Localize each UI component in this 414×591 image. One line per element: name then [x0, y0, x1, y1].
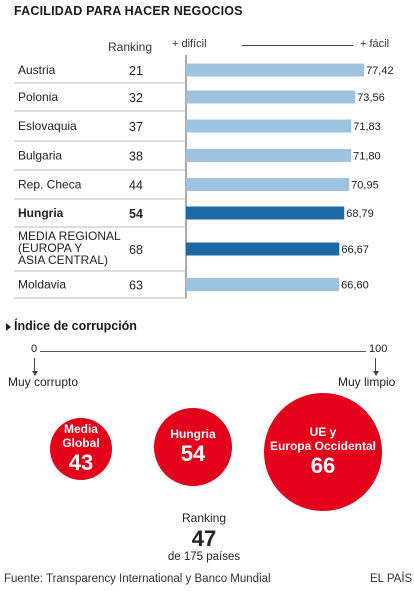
bar [186, 149, 352, 162]
bubble-label: Media [63, 422, 98, 437]
bubble-label: Europa Occidental [269, 439, 376, 454]
corruption-bubble: UE y Europa Occidental 66 [264, 393, 382, 511]
bar-value-label: 66,67 [341, 244, 369, 256]
ranking-total: de 175 países [167, 551, 241, 563]
ranking-column-header: Ranking [108, 40, 153, 54]
bar [186, 119, 352, 133]
bar [186, 206, 345, 220]
scale-max-label: + fácil [360, 38, 390, 50]
corruption-bubble: Hungria 54 [153, 407, 233, 487]
corruption-axis-line [36, 351, 375, 352]
bar [186, 63, 365, 77]
ranking-value: 38 [129, 150, 143, 164]
country-label: Eslovaquia [18, 119, 77, 133]
axis-min-label: Muy corrupto [8, 375, 79, 389]
bubble-value: 66 [310, 453, 336, 479]
business-ease-bar-chart: 77,42 21 Austria 73,56 32 Polonia 71,83 37 Eslov… [14, 55, 394, 299]
corruption-bubble: Media Global 43 [49, 417, 113, 481]
country-label: Hungria [18, 206, 64, 220]
axis-max-label: Muy limpio [338, 375, 396, 389]
bar [186, 242, 340, 256]
ranking-value: 37 [129, 120, 143, 134]
country-label: MEDIA REGIONAL (EUROPA Y ASIA CENTRAL) [18, 229, 121, 267]
ranking-value: 54 [129, 207, 143, 221]
source-note: Fuente: Transparency International y Ban… [4, 573, 271, 585]
bar [186, 278, 340, 291]
ranking-value: 47 [191, 526, 217, 551]
scale-line [242, 45, 353, 46]
ranking-value: 21 [129, 64, 143, 78]
bar-value-label: 70,95 [351, 180, 379, 192]
country-label: Austria [18, 63, 56, 77]
country-label: Moldavia [18, 278, 66, 292]
ranking-value: 44 [129, 179, 143, 193]
ranking-caption: Ranking [181, 511, 227, 525]
axis-max-arrow-line [375, 358, 376, 372]
scale-min-label: + difícil [172, 38, 207, 50]
bubble-label: Global [62, 436, 100, 451]
ranking-value: 32 [129, 91, 143, 105]
publisher-logo: EL PAÍS [370, 573, 413, 585]
ranking-value: 68 [129, 243, 143, 257]
country-label: Bulgaria [18, 149, 62, 163]
country-label: Polonia [18, 90, 58, 104]
bubble-value: 54 [180, 441, 206, 467]
bubble-value: 43 [68, 450, 94, 476]
axis-min-arrow-line [34, 358, 35, 372]
arrow-down-icon [373, 371, 379, 376]
bubble-label: Hungria [170, 427, 216, 442]
ranking-value: 63 [129, 279, 143, 293]
axis-min-value: 0 [31, 343, 41, 355]
bar-value-label: 66,60 [341, 280, 369, 292]
arrow-down-icon [32, 371, 38, 376]
corruption-index-title: Índice de corrupción [14, 319, 137, 333]
bubble-label: UE y [309, 425, 337, 440]
bar-value-label: 71,83 [353, 121, 381, 133]
bullet-icon [6, 323, 11, 331]
bar [186, 178, 350, 191]
bar [186, 90, 356, 104]
bar-value-label: 77,42 [366, 65, 394, 77]
chart-title: FACILIDAD PARA HACER NEGOCIOS [14, 4, 243, 18]
bar-value-label: 73,56 [357, 92, 385, 104]
axis-max-value: 100 [366, 343, 388, 355]
bar-value-label: 68,79 [346, 208, 374, 220]
country-label: Rep. Checa [18, 178, 82, 192]
bar-value-label: 71,80 [353, 151, 381, 163]
